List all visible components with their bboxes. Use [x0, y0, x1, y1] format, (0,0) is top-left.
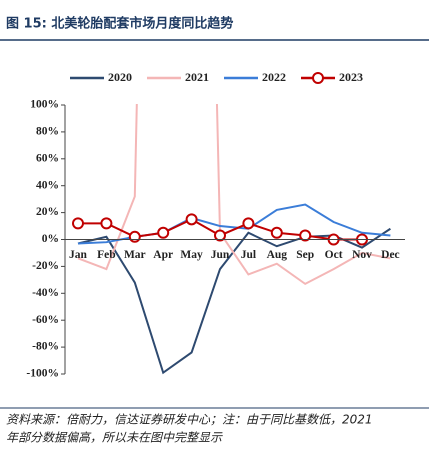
y-tick-label: -80%	[32, 341, 59, 353]
point	[72, 217, 84, 230]
y-tick-label: 20%	[36, 206, 59, 218]
point	[270, 226, 283, 239]
y-tick-label: -60%	[32, 314, 59, 326]
point	[157, 226, 170, 239]
point	[299, 229, 312, 242]
point	[128, 230, 141, 243]
legend-marker	[312, 72, 324, 84]
y-tick-label: 100%	[30, 99, 59, 111]
y-tick-label: 0%	[42, 233, 59, 245]
x-tick-label: Mar	[124, 249, 146, 261]
x-tick-label: Feb	[97, 249, 116, 261]
y-tick-label: 40%	[36, 179, 59, 191]
x-tick-label: Dec	[381, 249, 400, 261]
legend-label: 2022	[262, 70, 286, 84]
x-tick-label: Apr	[153, 249, 173, 261]
legend-label: 2020	[108, 70, 132, 84]
chart-title: 图 15: 北美轮胎配套市场月度同比趋势	[6, 16, 233, 32]
point	[185, 213, 198, 226]
footnote: 资料来源：倍耐力，信达证券研发中心；注：由于同比基数低，2021	[6, 413, 373, 427]
point	[242, 217, 255, 230]
x-tick-label: Sep	[296, 249, 314, 261]
x-tick-label: Jun	[211, 249, 230, 261]
series-line	[77, 104, 391, 286]
x-tick-label: May	[180, 249, 203, 261]
point	[100, 217, 113, 230]
y-tick-label: -40%	[32, 287, 59, 299]
y-tick-label: -100%	[26, 368, 59, 380]
legend-label: 2021	[185, 70, 209, 84]
x-tick-label: Aug	[267, 249, 288, 261]
x-tick-label: Jul	[241, 249, 256, 261]
y-tick-label: 80%	[36, 126, 59, 138]
y-tick-label: 60%	[36, 152, 59, 164]
y-tick-label: -20%	[32, 260, 59, 272]
point	[214, 229, 226, 242]
footnote: 年部分数据偏高，所以未在图中完整显示	[6, 431, 223, 445]
x-tick-label: Nov	[352, 249, 372, 261]
plot-area	[72, 104, 391, 375]
legend-label: 2023	[339, 70, 363, 84]
x-tick-label: Jan	[69, 249, 88, 261]
x-tick-label: Oct	[325, 249, 343, 261]
